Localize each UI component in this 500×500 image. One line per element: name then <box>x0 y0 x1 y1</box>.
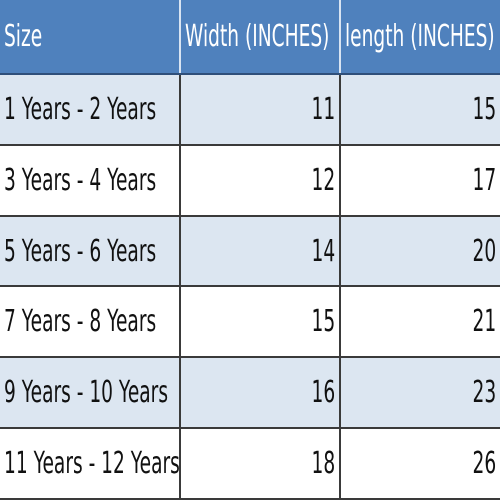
number-cell-text: 18 <box>311 446 335 482</box>
size-cell: 5 Years - 6 Years <box>0 215 181 288</box>
number-cell: 18 <box>180 428 341 500</box>
size-cell-text: 3 Years - 4 Years <box>4 162 157 198</box>
number-cell-text: 17 <box>472 162 496 198</box>
number-cell-text: 12 <box>311 162 335 198</box>
number-cell: 15 <box>340 74 500 146</box>
size-cell-text: 5 Years - 6 Years <box>4 233 157 269</box>
number-cell: 21 <box>340 286 500 359</box>
size-cell: 11 Years - 12 Years <box>0 428 181 500</box>
number-cell-text: 21 <box>472 304 496 340</box>
size-cell: 3 Years - 4 Years <box>0 144 181 217</box>
number-cell-text: 14 <box>311 233 335 269</box>
number-cell-text: 16 <box>311 375 335 411</box>
number-cell-text: 15 <box>311 304 335 340</box>
size-cell-text: 7 Years - 8 Years <box>4 304 157 340</box>
table-row: 3 Years - 4 Years 12 17 <box>0 144 500 217</box>
size-cell: 1 Years - 2 Years <box>0 74 181 146</box>
number-cell-text: 15 <box>472 91 496 127</box>
header-cell-text: Width (INCHES) <box>185 19 330 54</box>
number-cell: 11 <box>180 74 341 146</box>
number-cell-text: 26 <box>472 446 496 482</box>
number-cell: 20 <box>340 215 500 288</box>
table-row: 5 Years - 6 Years 14 20 <box>0 215 500 288</box>
header-cell: Width (INCHES) <box>180 0 341 75</box>
header-cell: Size <box>0 0 181 75</box>
number-cell: 23 <box>340 357 500 430</box>
number-cell: 16 <box>180 357 341 430</box>
number-cell-text: 20 <box>472 233 496 269</box>
number-cell: 12 <box>180 144 341 217</box>
table-row: 1 Years - 2 Years 11 15 <box>0 74 500 146</box>
size-cell: 9 Years - 10 Years <box>0 357 181 430</box>
header-cell: length (INCHES) <box>340 0 500 75</box>
table-row: 11 Years - 12 Years 18 26 <box>0 428 500 500</box>
number-cell-text: 23 <box>472 375 496 411</box>
table-row: 9 Years - 10 Years 16 23 <box>0 357 500 430</box>
size-cell-text: 11 Years - 12 Years <box>4 446 180 482</box>
size-cell: 7 Years - 8 Years <box>0 286 181 359</box>
number-cell: 15 <box>180 286 341 359</box>
header-row: Size Width (INCHES) length (INCHES) <box>0 0 500 75</box>
number-cell-text: 11 <box>311 91 335 127</box>
header-cell-text: length (INCHES) <box>345 19 495 54</box>
table-row: 7 Years - 8 Years 15 21 <box>0 286 500 359</box>
size-cell-text: 1 Years - 2 Years <box>4 91 157 127</box>
size-cell-text: 9 Years - 10 Years <box>4 375 169 411</box>
number-cell: 14 <box>180 215 341 288</box>
number-cell: 17 <box>340 144 500 217</box>
header-cell-text: Size <box>4 19 43 54</box>
number-cell: 26 <box>340 428 500 500</box>
